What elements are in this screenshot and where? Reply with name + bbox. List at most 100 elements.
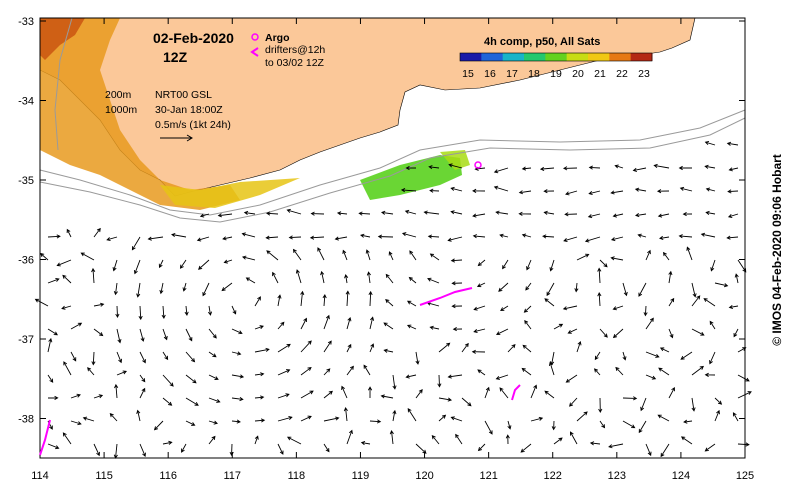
- colorbar-swatch: [460, 53, 482, 61]
- current-arrow: [231, 397, 244, 402]
- current-arrow: [114, 383, 119, 399]
- current-arrow: [344, 274, 349, 284]
- map-time: 12Z: [163, 49, 188, 65]
- colorbar-swatch: [524, 53, 546, 61]
- current-arrow: [345, 290, 350, 307]
- current-arrow: [300, 390, 314, 399]
- current-arrow: [380, 394, 394, 399]
- current-arrow: [346, 365, 354, 376]
- current-arrow: [415, 443, 427, 454]
- current-arrow: [597, 292, 602, 307]
- current-arrow: [56, 259, 72, 267]
- current-arrow: [208, 328, 217, 339]
- current-arrow: [63, 361, 72, 376]
- drifter-legend-sub: to 03/02 12Z: [265, 57, 325, 69]
- current-arrow: [323, 390, 333, 399]
- current-arrow: [288, 235, 302, 240]
- current-arrow: [734, 273, 739, 284]
- current-arrow: [507, 343, 516, 353]
- current-arrow: [493, 185, 509, 192]
- current-arrow: [47, 328, 58, 336]
- scale-label: 0.5m/s (1kt 24h): [155, 119, 231, 131]
- current-arrow: [588, 190, 601, 196]
- map-frame: [39, 17, 746, 459]
- current-arrow: [91, 267, 96, 284]
- current-arrow: [153, 420, 164, 431]
- current-arrow: [389, 430, 394, 445]
- current-arrow: [208, 351, 217, 358]
- current-arrow: [705, 210, 716, 215]
- current-arrow: [645, 317, 654, 330]
- current-arrow: [336, 211, 348, 216]
- current-arrow: [608, 443, 624, 449]
- current-arrow: [686, 246, 693, 261]
- contour-200-label: 200m: [105, 89, 132, 101]
- current-arrow: [185, 397, 199, 406]
- contour-1000-label: 1000m: [105, 104, 137, 116]
- current-arrow: [576, 340, 582, 353]
- current-arrow: [704, 164, 716, 169]
- current-arrow: [91, 351, 96, 366]
- current-arrow: [542, 234, 555, 239]
- current-arrow: [272, 271, 279, 284]
- current-arrow: [471, 349, 486, 354]
- current-arrow: [405, 374, 417, 379]
- lon-label: 116: [159, 470, 177, 482]
- colorbar-tick-label: 20: [572, 68, 584, 80]
- colorbar-swatch: [630, 53, 653, 61]
- colorbar-frame: [459, 52, 653, 62]
- current-arrow: [217, 213, 233, 218]
- current-arrow: [184, 305, 189, 316]
- current-arrow: [544, 298, 555, 307]
- current-arrow: [383, 322, 394, 330]
- current-arrow: [728, 167, 739, 172]
- current-arrow: [406, 324, 417, 330]
- current-arrow: [401, 232, 417, 238]
- current-arrow: [415, 389, 423, 399]
- current-arrow: [277, 369, 291, 376]
- current-arrow: [587, 213, 601, 219]
- current-arrow: [599, 259, 608, 268]
- current-arrow: [427, 234, 440, 239]
- current-arrow: [300, 340, 312, 353]
- current-arrow: [377, 234, 394, 239]
- colorbar-tick-label: 23: [638, 68, 650, 80]
- current-arrow: [317, 247, 325, 261]
- current-arrow: [461, 342, 469, 353]
- current-arrow: [429, 188, 440, 193]
- current-arrow: [622, 282, 628, 297]
- current-arrow: [588, 165, 601, 170]
- current-arrow: [546, 282, 555, 297]
- drifter-tracks: [39, 287, 521, 456]
- current-arrow: [658, 367, 670, 376]
- current-arrow: [346, 316, 352, 330]
- scale-arrow: [160, 134, 193, 142]
- current-arrow: [334, 236, 348, 241]
- current-arrow: [502, 259, 509, 270]
- current-arrow: [408, 276, 417, 284]
- current-arrow: [569, 397, 578, 407]
- current-arrow: [477, 259, 486, 267]
- current-arrow: [415, 351, 420, 365]
- current-arrow: [622, 396, 638, 401]
- current-arrow: [610, 190, 624, 195]
- current-arrow: [254, 347, 270, 353]
- current-arrow: [448, 163, 463, 169]
- current-arrow: [182, 282, 187, 292]
- current-arrow: [87, 367, 95, 376]
- current-arrow: [286, 208, 302, 215]
- current-arrow: [499, 387, 509, 399]
- current-arrow: [406, 300, 417, 307]
- current-arrow: [576, 253, 590, 261]
- current-arrow: [231, 419, 241, 424]
- current-arrow: [241, 255, 256, 261]
- current-arrow: [198, 259, 210, 270]
- current-arrow: [300, 317, 307, 330]
- current-arrow: [710, 259, 716, 272]
- current-arrow: [622, 420, 636, 429]
- lon-label: 115: [95, 470, 113, 482]
- current-arrow: [645, 351, 660, 358]
- current-arrow: [162, 351, 169, 361]
- current-arrow: [737, 374, 750, 382]
- current-arrow: [656, 189, 670, 194]
